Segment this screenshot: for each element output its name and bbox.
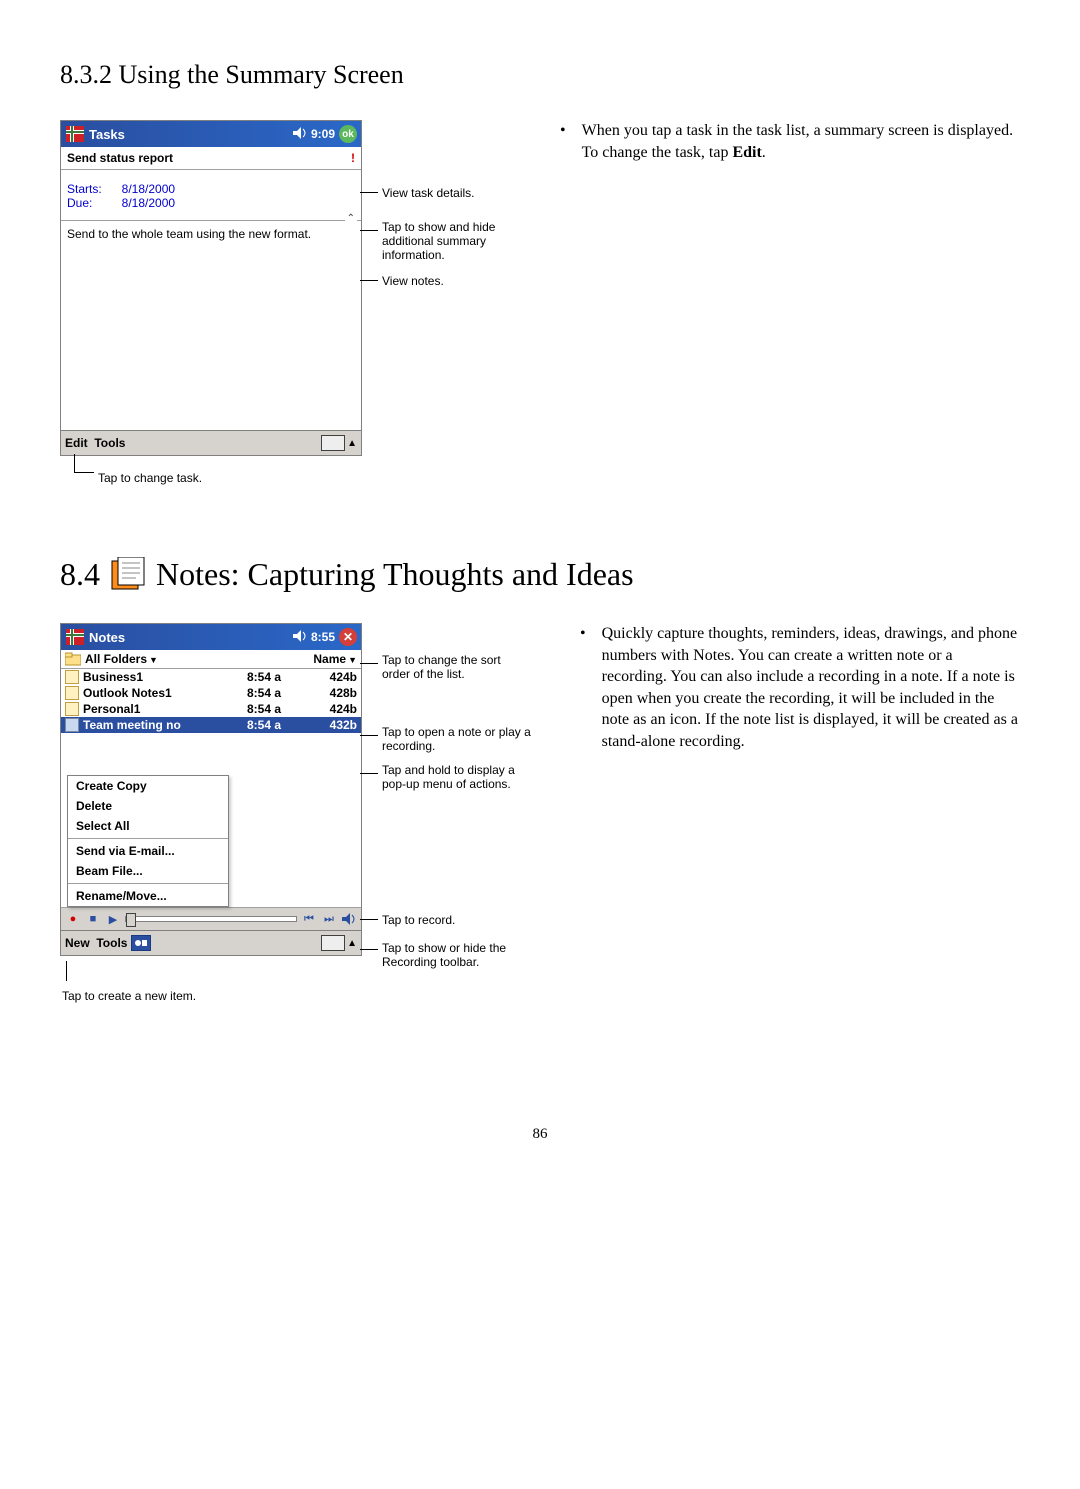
menu-select-all[interactable]: Select All (68, 816, 228, 836)
speaker-icon[interactable] (293, 127, 307, 142)
edit-menu[interactable]: Edit (65, 436, 88, 450)
heading-8-4: 8.4 Notes: Capturing Thoughts and Ideas (60, 556, 1020, 593)
recording-toolbar: ● ■ ▶ ⏮ ⏭ (61, 907, 361, 930)
caption-create-item: Tap to create a new item. (62, 989, 196, 1003)
tools-menu[interactable]: Tools (96, 936, 127, 950)
callout-view-notes: View notes. (382, 274, 444, 288)
tasks-title: Tasks (89, 127, 125, 142)
bullet-icon: • (560, 120, 566, 163)
name-sort[interactable]: Name▼ (313, 652, 357, 666)
note-icon (65, 686, 79, 700)
task-subject: Send status report (67, 151, 173, 165)
volume-icon[interactable] (341, 911, 357, 927)
task-note-text: Send to the whole team using the new for… (61, 221, 361, 247)
callout-toggle: Tap to show and hide additional summary … (382, 220, 532, 262)
clock-text: 8:55 (311, 630, 335, 644)
due-value: 8/18/2000 (122, 196, 175, 210)
callout-record: Tap to record. (382, 913, 455, 927)
tasks-bottombar: Edit Tools ▲ (61, 430, 361, 455)
menu-create-copy[interactable]: Create Copy (68, 776, 228, 796)
next-button[interactable]: ⏭ (321, 911, 337, 927)
sip-arrow-icon[interactable]: ▲ (347, 438, 357, 449)
prev-button[interactable]: ⏮ (301, 911, 317, 927)
heading-8-3-2: 8.3.2 Using the Summary Screen (60, 60, 1020, 90)
ok-button[interactable]: ok (339, 125, 357, 143)
task-body: Starts: 8/18/2000 Due: 8/18/2000 ⌃ Send … (61, 170, 361, 430)
clock-text: 9:09 (311, 127, 335, 141)
new-menu[interactable]: New (65, 936, 90, 950)
callout-hold: Tap and hold to display a pop-up menu of… (382, 763, 542, 791)
starts-label: Starts: (67, 182, 115, 196)
starts-value: 8/18/2000 (122, 182, 175, 196)
notes-bottombar: New Tools ▲ (61, 930, 361, 955)
record-button[interactable]: ● (65, 911, 81, 927)
note-row-selected[interactable]: Team meeting no 8:54 a 432b (61, 717, 361, 733)
notes-title: Notes (89, 630, 125, 645)
note-icon (65, 702, 79, 716)
tasks-screen: Tasks 9:09 ok Send status report ! St (60, 120, 362, 456)
menu-rename-move[interactable]: Rename/Move... (68, 886, 228, 906)
notes-list: Business1 8:54 a 424b Outlook Notes1 8:5… (61, 669, 361, 733)
section-notes: Notes 8:55 ✕ All Folders▼ Name▼ (60, 623, 1020, 1006)
tasks-titlebar: Tasks 9:09 ok (61, 121, 361, 147)
close-button[interactable]: ✕ (339, 628, 357, 646)
folder-icon (65, 652, 81, 666)
menu-send-email[interactable]: Send via E-mail... (68, 841, 228, 861)
notes-body: Business1 8:54 a 424b Outlook Notes1 8:5… (61, 669, 361, 907)
note-icon (65, 670, 79, 684)
note-row[interactable]: Personal1 8:54 a 424b (61, 701, 361, 717)
stop-button[interactable]: ■ (85, 911, 101, 927)
notes-titlebar: Notes 8:55 ✕ (61, 624, 361, 650)
note-icon (65, 718, 79, 732)
task-subject-bar: Send status report ! (61, 147, 361, 170)
heading-84-text: Notes: Capturing Thoughts and Ideas (156, 556, 634, 593)
bullet-icon: • (580, 623, 586, 753)
playback-slider[interactable] (125, 916, 297, 922)
priority-icon: ! (351, 151, 355, 165)
note-row[interactable]: Business1 8:54 a 424b (61, 669, 361, 685)
notes-explain: Quickly capture thoughts, reminders, ide… (602, 623, 1020, 753)
notes-app-icon (108, 557, 148, 593)
context-menu: Create Copy Delete Select All Send via E… (67, 775, 229, 907)
menu-beam-file[interactable]: Beam File... (68, 861, 228, 881)
caption-tap-change: Tap to change task. (98, 471, 202, 485)
notes-screen: Notes 8:55 ✕ All Folders▼ Name▼ (60, 623, 362, 956)
callout-sort: Tap to change the sort order of the list… (382, 653, 532, 681)
callout-rec-toolbar: Tap to show or hide the Recording toolba… (382, 941, 542, 969)
tasks-explain: When you tap a task in the task list, a … (582, 120, 1020, 163)
sip-arrow-icon[interactable]: ▲ (347, 938, 357, 949)
start-flag-icon[interactable] (65, 628, 85, 646)
tools-menu[interactable]: Tools (94, 436, 125, 450)
expand-toggle[interactable]: ⌃ (345, 213, 357, 224)
heading-84-prefix: 8.4 (60, 556, 100, 593)
notes-subbar: All Folders▼ Name▼ (61, 650, 361, 669)
due-label: Due: (67, 196, 115, 210)
keyboard-icon[interactable] (321, 435, 345, 451)
callout-task-details: View task details. (382, 186, 475, 200)
page-number: 86 (60, 1126, 1020, 1143)
section-tasks: Tasks 9:09 ok Send status report ! St (60, 120, 1020, 496)
note-row[interactable]: Outlook Notes1 8:54 a 428b (61, 685, 361, 701)
recording-toggle-icon[interactable] (131, 935, 151, 951)
callout-open-note: Tap to open a note or play a recording. (382, 725, 532, 753)
menu-delete[interactable]: Delete (68, 796, 228, 816)
folders-dropdown[interactable]: All Folders▼ (85, 652, 158, 666)
start-flag-icon[interactable] (65, 125, 85, 143)
play-button[interactable]: ▶ (105, 911, 121, 927)
speaker-icon[interactable] (293, 630, 307, 645)
keyboard-icon[interactable] (321, 935, 345, 951)
